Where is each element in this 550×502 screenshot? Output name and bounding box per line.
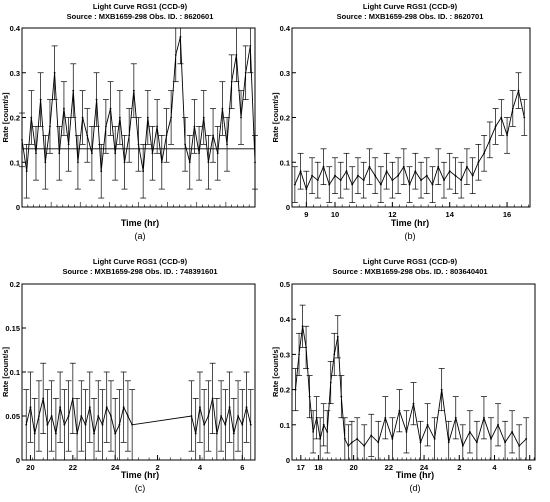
chart-panel-1: Light Curve RGS1 (CCD-9)Source : MXB1659… [1, 2, 258, 241]
chart-title: Light Curve RGS1 (CCD-9) [363, 2, 458, 11]
y-tick-label: 0.4 [280, 24, 291, 33]
chart-panel-4: Light Curve RGS1 (CCD-9)Source : MXB1659… [271, 257, 536, 493]
y-tick-label: 0.1 [10, 158, 20, 167]
x-tick-label: 18 [314, 463, 322, 472]
x-tick-label: 17 [297, 463, 305, 472]
y-tick-label: 0.4 [280, 315, 291, 324]
x-tick-label: 10 [331, 210, 339, 219]
y-tick-label: 0.2 [280, 386, 290, 395]
x-tick-label: 2 [457, 463, 461, 472]
series-line [21, 36, 256, 172]
y-axis-label: Rate [count/s] [1, 92, 10, 143]
x-tick-label: 2 [155, 463, 159, 472]
chart-subtitle: Source : MXB1659-298 Obs. ID. : 8620601 [67, 12, 214, 21]
y-tick-label: 0.3 [280, 350, 290, 359]
y-tick-label: 0.2 [10, 114, 20, 123]
x-tick-label: 9 [304, 210, 308, 219]
x-tick-label: 22 [385, 463, 393, 472]
y-tick-label: 0.5 [280, 280, 290, 289]
chart-panel-2: Light Curve RGS1 (CCD-9)Source : MXB1659… [271, 2, 531, 241]
x-tick-label: 24 [420, 463, 429, 472]
series-line [294, 88, 525, 191]
panel-caption: (d) [410, 483, 421, 493]
y-tick-label: 0.2 [10, 280, 20, 289]
x-axis-label: Time (hr) [391, 218, 429, 228]
x-tick-label: 4 [492, 463, 497, 472]
x-tick-label: 20 [26, 463, 34, 472]
chart-panel-3: Light Curve RGS1 (CCD-9)Source : MXB1659… [1, 257, 256, 493]
panel-caption: (b) [405, 231, 416, 241]
y-axis-label: Rate [count/s] [271, 92, 280, 143]
x-tick-label: 24 [111, 463, 120, 472]
plot-frame [291, 283, 536, 461]
y-tick-label: 0.1 [10, 368, 20, 377]
x-tick-label: 22 [69, 463, 77, 472]
series-line [25, 398, 252, 435]
y-tick-label: 0.1 [280, 158, 290, 167]
y-tick-label: 0.4 [10, 24, 21, 33]
chart-title: Light Curve RGS1 (CCD-9) [363, 257, 458, 266]
x-axis-label: Time (hr) [121, 470, 159, 480]
y-tick-label: 0.15 [5, 324, 20, 333]
x-tick-label: 20 [349, 463, 357, 472]
x-tick-label: 4 [198, 463, 203, 472]
x-tick-label: 12 [388, 210, 396, 219]
y-tick-label: 0.3 [10, 69, 20, 78]
y-tick-label: 0 [16, 203, 20, 212]
chart-subtitle: Source : MXB1659-298 Obs. ID. : 80364040… [332, 267, 487, 276]
y-tick-label: 0 [286, 456, 290, 465]
chart-subtitle: Source : MXB1659-298 Obs. ID. : 8620701 [337, 12, 484, 21]
plot-frame [21, 283, 256, 461]
x-tick-label: 6 [528, 463, 532, 472]
panel-caption: (c) [135, 483, 146, 493]
chart-title: Light Curve RGS1 (CCD-9) [93, 257, 188, 266]
y-tick-label: 0 [286, 203, 290, 212]
x-axis-label: Time (hr) [396, 470, 434, 480]
x-axis-label: Time (hr) [121, 218, 159, 228]
y-tick-label: 0 [16, 456, 20, 465]
y-tick-label: 0.05 [5, 412, 20, 421]
chart-subtitle: Source : MXB1659-298 Obs. ID. : 74839160… [62, 267, 217, 276]
x-tick-label: 16 [503, 210, 511, 219]
y-axis-label: Rate [count/s] [1, 347, 10, 398]
y-tick-label: 0.2 [280, 114, 290, 123]
chart-title: Light Curve RGS1 (CCD-9) [93, 2, 188, 11]
x-tick-label: 14 [446, 210, 455, 219]
panel-caption: (a) [135, 231, 146, 241]
series-line [295, 326, 527, 448]
y-tick-label: 0.1 [280, 421, 290, 430]
y-axis-label: Rate [count/s] [271, 347, 280, 398]
y-tick-label: 0.3 [280, 69, 290, 78]
x-tick-label: 6 [240, 463, 244, 472]
